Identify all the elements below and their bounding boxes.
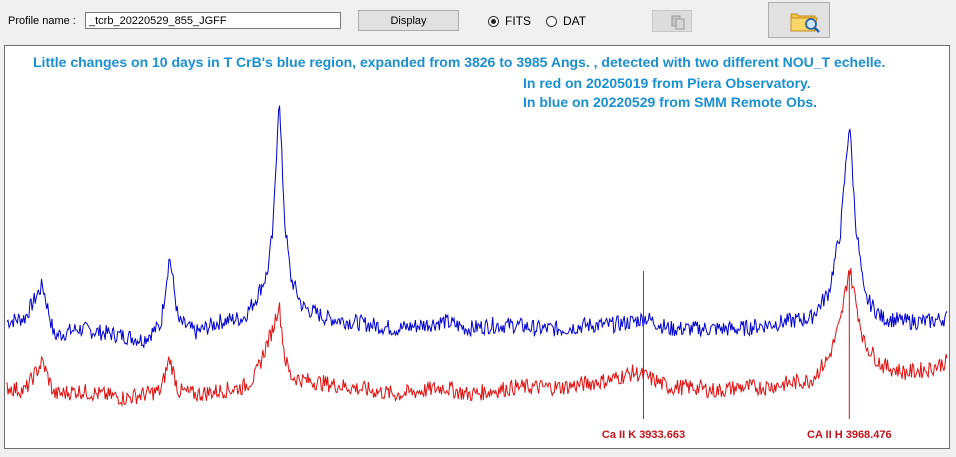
- dat-radio-dot[interactable]: [546, 15, 557, 27]
- folder-search-icon: [790, 13, 820, 33]
- copy-button[interactable]: [652, 10, 692, 32]
- series-blue-line: [6, 105, 948, 350]
- spectrum-plot: Ca II K 3933.663 CA II H 3968.476 Little …: [4, 45, 950, 449]
- profile-name-label: Profile name :: [8, 15, 76, 27]
- toolbar: Profile name : Display FITS DAT: [0, 0, 956, 44]
- profile-name-input[interactable]: [85, 12, 341, 29]
- fits-radio[interactable]: FITS: [488, 14, 531, 28]
- copy-icon: [671, 15, 685, 30]
- spectrum-chart: Ca II K 3933.663 CA II H 3968.476: [6, 105, 948, 441]
- display-button[interactable]: Display: [358, 10, 459, 31]
- plot-line-red: In red on 20205019 from Piera Observator…: [523, 75, 811, 91]
- plot-title: Little changes on 10 days in T CrB's blu…: [33, 54, 886, 70]
- marker-label-1: CA II H 3968.476: [807, 429, 892, 441]
- dat-radio[interactable]: DAT: [546, 14, 586, 28]
- series-red-line: [6, 267, 948, 407]
- marker-label-0: Ca II K 3933.663: [602, 429, 685, 441]
- plot-line-blue: In blue on 20220529 from SMM Remote Obs.: [523, 94, 818, 110]
- dat-radio-label: DAT: [563, 14, 587, 28]
- fits-radio-dot[interactable]: [488, 15, 499, 27]
- fits-radio-label: FITS: [505, 14, 531, 28]
- open-folder-button[interactable]: [768, 2, 830, 38]
